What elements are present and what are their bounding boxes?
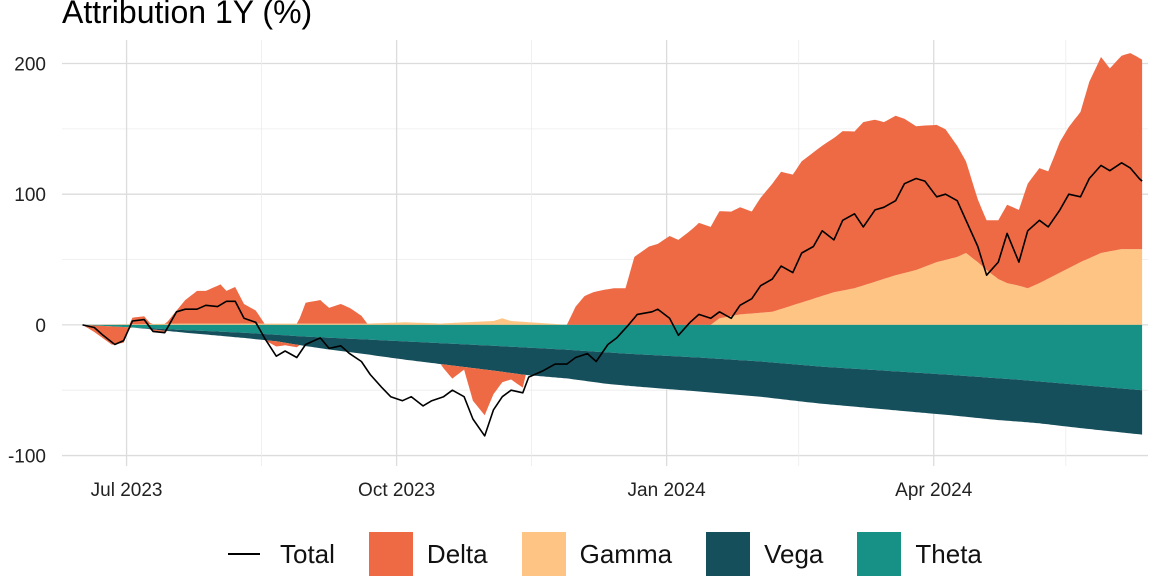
theta-area — [82, 324, 1143, 391]
x-tick-label: Jul 2023 — [91, 480, 163, 501]
axis-labels: -100 0 100 200 Jul 2023 Oct 2023 Jan 2024 Apr 2… — [8, 55, 973, 501]
legend-key-total — [222, 532, 266, 576]
x-tick-label: Apr 2024 — [895, 480, 973, 501]
chart-title: Attribution 1Y (%) — [62, 0, 313, 30]
legend-item-theta: Theta — [857, 532, 982, 576]
legend-label-gamma: Gamma — [579, 538, 673, 569]
legend: Total Delta Gamma Vega Theta — [222, 532, 1016, 576]
delta-area-positive — [82, 53, 1143, 325]
total-line — [82, 162, 1143, 437]
y-tick-label: 100 — [14, 185, 46, 206]
y-tick-label: 0 — [35, 316, 46, 337]
vega-area — [82, 324, 1143, 435]
legend-item-vega: Vega — [706, 532, 823, 576]
y-tick-label: -100 — [8, 447, 46, 468]
y-tick-label: 200 — [14, 55, 46, 76]
legend-label-theta: Theta — [915, 538, 982, 569]
legend-key-gamma — [521, 532, 566, 576]
legend-label-total: Total — [280, 538, 335, 569]
x-tick-label: Oct 2023 — [358, 480, 435, 501]
legend-label-vega: Vega — [764, 538, 824, 569]
total-line-layer — [82, 162, 1143, 437]
legend-item-gamma: Gamma — [521, 532, 673, 576]
legend-key-delta — [368, 532, 413, 576]
legend-key-vega — [706, 532, 751, 576]
legend-item-total: Total — [222, 532, 335, 576]
legend-key-theta — [857, 532, 902, 576]
legend-item-delta: Delta — [368, 532, 488, 576]
area-series — [82, 53, 1143, 435]
gamma-area — [82, 249, 1143, 325]
legend-label-delta: Delta — [426, 538, 488, 569]
x-tick-label: Jan 2024 — [628, 480, 707, 501]
